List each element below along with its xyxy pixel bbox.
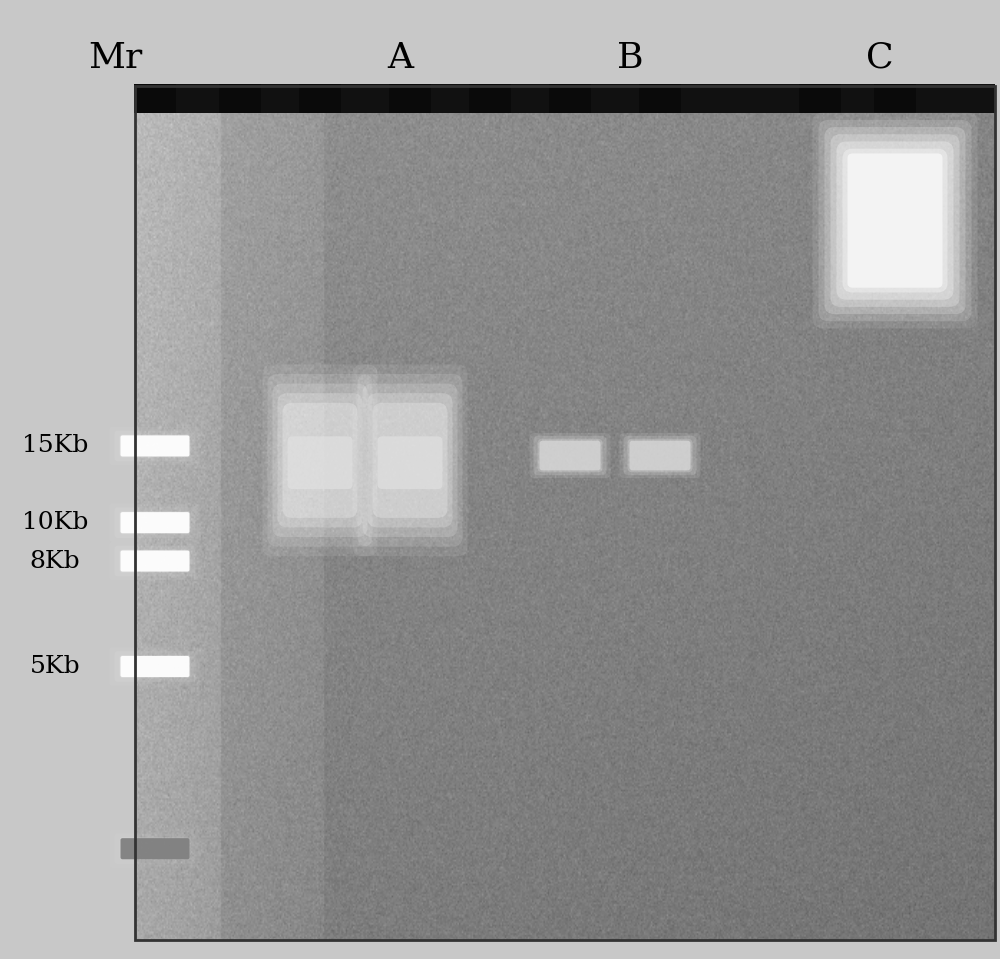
FancyBboxPatch shape bbox=[120, 511, 190, 534]
Text: 15Kb: 15Kb bbox=[22, 434, 88, 457]
FancyBboxPatch shape bbox=[538, 438, 602, 472]
FancyBboxPatch shape bbox=[628, 438, 693, 472]
Text: 8Kb: 8Kb bbox=[30, 550, 80, 573]
Bar bbox=[799, 84, 841, 113]
FancyBboxPatch shape bbox=[362, 384, 458, 537]
FancyBboxPatch shape bbox=[358, 374, 462, 547]
FancyBboxPatch shape bbox=[824, 128, 966, 315]
FancyBboxPatch shape bbox=[830, 134, 960, 307]
FancyBboxPatch shape bbox=[842, 149, 948, 292]
FancyBboxPatch shape bbox=[120, 434, 190, 457]
FancyBboxPatch shape bbox=[120, 655, 190, 678]
FancyBboxPatch shape bbox=[530, 433, 610, 478]
FancyBboxPatch shape bbox=[288, 436, 352, 489]
Bar bbox=[299, 84, 341, 113]
FancyBboxPatch shape bbox=[812, 112, 978, 328]
Bar bbox=[219, 84, 261, 113]
Text: Mr: Mr bbox=[88, 40, 142, 75]
FancyBboxPatch shape bbox=[120, 838, 190, 859]
Bar bbox=[469, 84, 511, 113]
Bar bbox=[135, 84, 995, 113]
FancyBboxPatch shape bbox=[114, 507, 196, 538]
FancyBboxPatch shape bbox=[114, 546, 196, 576]
Bar bbox=[549, 84, 591, 113]
FancyBboxPatch shape bbox=[540, 440, 600, 470]
FancyBboxPatch shape bbox=[624, 435, 696, 475]
Bar bbox=[639, 84, 681, 113]
FancyBboxPatch shape bbox=[114, 431, 196, 461]
Text: C: C bbox=[866, 40, 894, 75]
FancyBboxPatch shape bbox=[848, 153, 942, 288]
Bar bbox=[134, 84, 176, 113]
FancyBboxPatch shape bbox=[352, 364, 467, 556]
Bar bbox=[135, 86, 995, 940]
FancyBboxPatch shape bbox=[836, 141, 954, 299]
FancyBboxPatch shape bbox=[372, 403, 447, 518]
Bar bbox=[874, 84, 916, 113]
Text: B: B bbox=[617, 40, 643, 75]
FancyBboxPatch shape bbox=[262, 364, 378, 556]
FancyBboxPatch shape bbox=[120, 550, 190, 572]
FancyBboxPatch shape bbox=[377, 436, 442, 489]
FancyBboxPatch shape bbox=[277, 393, 362, 527]
FancyBboxPatch shape bbox=[120, 656, 190, 677]
FancyBboxPatch shape bbox=[367, 393, 452, 527]
FancyBboxPatch shape bbox=[120, 435, 190, 456]
FancyBboxPatch shape bbox=[120, 550, 190, 573]
FancyBboxPatch shape bbox=[620, 433, 700, 478]
FancyBboxPatch shape bbox=[114, 651, 196, 682]
Text: 10Kb: 10Kb bbox=[22, 511, 88, 534]
Text: 5Kb: 5Kb bbox=[30, 655, 80, 678]
FancyBboxPatch shape bbox=[272, 384, 368, 537]
FancyBboxPatch shape bbox=[534, 435, 606, 475]
FancyBboxPatch shape bbox=[630, 440, 691, 470]
FancyBboxPatch shape bbox=[818, 120, 972, 321]
FancyBboxPatch shape bbox=[268, 374, 372, 547]
Bar bbox=[389, 84, 431, 113]
Text: A: A bbox=[387, 40, 413, 75]
FancyBboxPatch shape bbox=[120, 837, 190, 860]
FancyBboxPatch shape bbox=[120, 512, 190, 533]
FancyBboxPatch shape bbox=[283, 403, 358, 518]
